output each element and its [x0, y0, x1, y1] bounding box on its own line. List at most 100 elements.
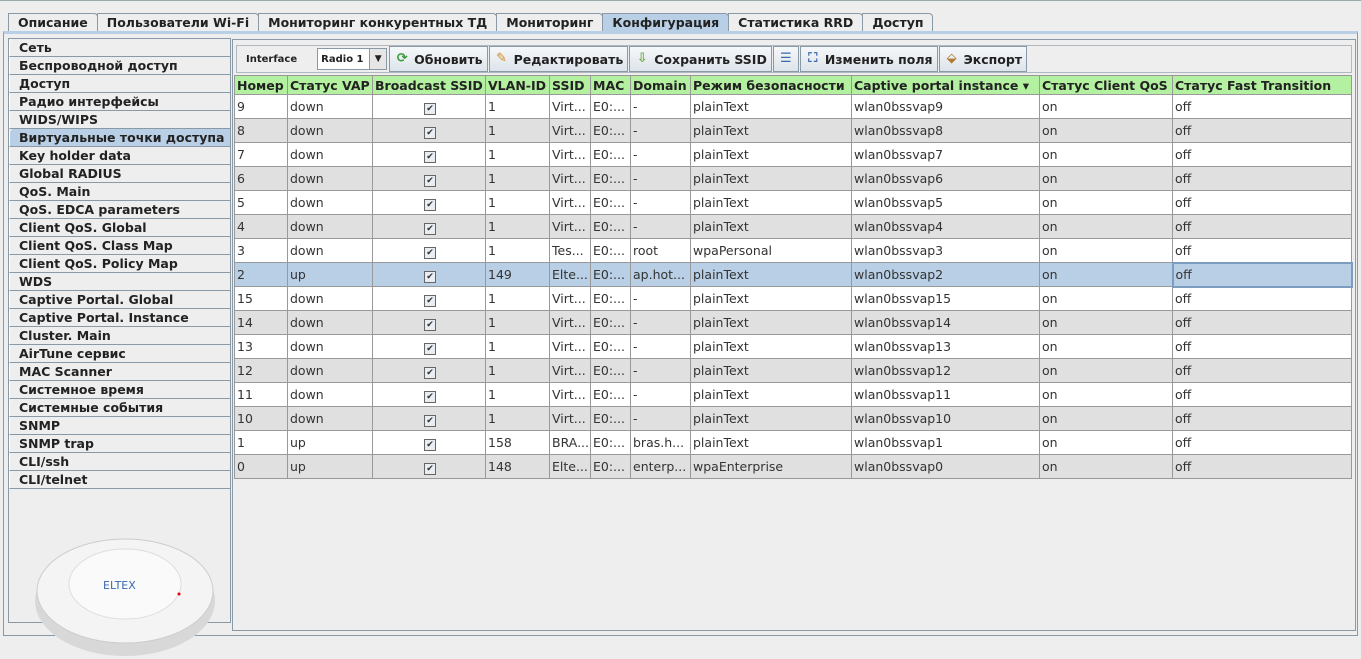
- table-cell[interactable]: wlan0bssvap7: [851, 142, 1040, 167]
- sidebar-item[interactable]: Client QoS. Class Map: [9, 237, 230, 255]
- interface-select[interactable]: Radio 1 ▼: [317, 48, 388, 70]
- table-cell[interactable]: ✔: [372, 334, 486, 359]
- checkbox[interactable]: ✔: [424, 270, 436, 283]
- table-cell[interactable]: down: [287, 142, 373, 167]
- table-cell[interactable]: off: [1172, 94, 1352, 119]
- table-cell[interactable]: off: [1172, 214, 1352, 239]
- sidebar-item[interactable]: Captive Portal. Global: [9, 291, 230, 309]
- column-header[interactable]: Domain: [630, 75, 691, 95]
- table-cell[interactable]: ✔: [372, 310, 486, 335]
- sidebar-item[interactable]: CLI/telnet: [9, 471, 230, 489]
- table-cell[interactable]: down: [287, 190, 373, 215]
- checkbox[interactable]: ✔: [424, 294, 436, 307]
- table-cell[interactable]: wlan0bssvap1: [851, 430, 1040, 455]
- table-cell[interactable]: plainText: [690, 382, 852, 407]
- sidebar-item[interactable]: Системное время: [9, 381, 230, 399]
- table-cell[interactable]: wlan0bssvap15: [851, 286, 1040, 311]
- sidebar-item[interactable]: Беспроводной доступ: [9, 57, 230, 75]
- sidebar-item[interactable]: QoS. Main: [9, 183, 230, 201]
- table-cell[interactable]: E0:...: [590, 142, 631, 167]
- table-cell[interactable]: off: [1172, 382, 1352, 407]
- table-cell[interactable]: plainText: [690, 358, 852, 383]
- table-cell[interactable]: wlan0bssvap8: [851, 118, 1040, 143]
- table-cell[interactable]: Elte...: [549, 454, 591, 479]
- table-row[interactable]: 13 down ✔ 1 Virt... E0:... - plainText wlan0bssv…: [234, 334, 1352, 359]
- table-cell[interactable]: down: [287, 166, 373, 191]
- table-cell[interactable]: enterp...: [630, 454, 691, 479]
- checkbox[interactable]: ✔: [424, 150, 436, 163]
- checkbox[interactable]: ✔: [424, 246, 436, 259]
- table-cell[interactable]: ✔: [372, 430, 486, 455]
- column-header[interactable]: Broadcast SSID: [372, 75, 486, 95]
- tab-3[interactable]: Мониторинг: [496, 13, 604, 32]
- table-row[interactable]: 0 up ✔ 148 Elte... E0:... enterp... wpaEnterpri…: [234, 454, 1352, 479]
- table-cell[interactable]: ✔: [372, 286, 486, 311]
- table-cell[interactable]: E0:...: [590, 406, 631, 431]
- table-row[interactable]: 9 down ✔ 1 Virt... E0:... - plainText wlan0bssva…: [234, 94, 1352, 119]
- table-cell[interactable]: on: [1039, 262, 1173, 287]
- table-cell[interactable]: off: [1172, 430, 1352, 455]
- table-cell[interactable]: 1: [485, 214, 550, 239]
- export-button[interactable]: ⬙ Экспорт: [938, 46, 1028, 72]
- table-cell[interactable]: E0:...: [590, 286, 631, 311]
- table-cell[interactable]: -: [630, 382, 691, 407]
- table-cell[interactable]: off: [1172, 358, 1352, 383]
- table-cell[interactable]: wlan0bssvap0: [851, 454, 1040, 479]
- table-cell[interactable]: Virt...: [549, 214, 591, 239]
- table-cell[interactable]: 13: [234, 334, 288, 359]
- table-cell[interactable]: plainText: [690, 142, 852, 167]
- table-cell[interactable]: E0:...: [590, 238, 631, 263]
- table-cell[interactable]: Virt...: [549, 406, 591, 431]
- table-cell[interactable]: 2: [234, 262, 288, 287]
- table-cell[interactable]: 149: [485, 262, 550, 287]
- table-cell[interactable]: Virt...: [549, 166, 591, 191]
- table-cell[interactable]: 1: [485, 382, 550, 407]
- table-cell[interactable]: 11: [234, 382, 288, 407]
- table-cell[interactable]: ✔: [372, 214, 486, 239]
- table-cell[interactable]: down: [287, 118, 373, 143]
- column-header[interactable]: VLAN-ID: [485, 75, 550, 95]
- tab-6[interactable]: Доступ: [862, 13, 934, 32]
- table-cell[interactable]: wlan0bssvap3: [851, 238, 1040, 263]
- table-cell[interactable]: 6: [234, 166, 288, 191]
- table-cell[interactable]: 1: [485, 94, 550, 119]
- table-cell[interactable]: plainText: [690, 310, 852, 335]
- column-header[interactable]: Статус Client QoS: [1039, 75, 1173, 95]
- table-cell[interactable]: off: [1172, 238, 1352, 263]
- sidebar-item[interactable]: Доступ: [9, 75, 230, 93]
- table-cell[interactable]: 5: [234, 190, 288, 215]
- table-cell[interactable]: plainText: [690, 166, 852, 191]
- table-cell[interactable]: 1: [485, 118, 550, 143]
- checkbox[interactable]: ✔: [424, 222, 436, 235]
- sidebar-item[interactable]: WIDS/WIPS: [9, 111, 230, 129]
- table-cell[interactable]: Virt...: [549, 358, 591, 383]
- table-cell[interactable]: ✔: [372, 238, 486, 263]
- sidebar-item[interactable]: Cluster. Main: [9, 327, 230, 345]
- checkbox[interactable]: ✔: [424, 198, 436, 211]
- table-cell[interactable]: E0:...: [590, 334, 631, 359]
- table-cell[interactable]: -: [630, 310, 691, 335]
- checkbox[interactable]: ✔: [424, 390, 436, 403]
- table-cell[interactable]: up: [287, 262, 373, 287]
- column-header[interactable]: SSID: [549, 75, 591, 95]
- table-cell[interactable]: ✔: [372, 166, 486, 191]
- table-row[interactable]: 4 down ✔ 1 Virt... E0:... - plainText wlan0bssva…: [234, 214, 1352, 239]
- table-cell[interactable]: on: [1039, 190, 1173, 215]
- table-cell[interactable]: Tes...: [549, 238, 591, 263]
- table-cell[interactable]: -: [630, 166, 691, 191]
- table-cell[interactable]: plainText: [690, 118, 852, 143]
- table-cell[interactable]: on: [1039, 166, 1173, 191]
- table-cell[interactable]: on: [1039, 118, 1173, 143]
- table-cell[interactable]: wlan0bssvap2: [851, 262, 1040, 287]
- table-cell[interactable]: E0:...: [590, 310, 631, 335]
- table-cell[interactable]: down: [287, 310, 373, 335]
- table-cell[interactable]: down: [287, 286, 373, 311]
- table-cell[interactable]: plainText: [690, 262, 852, 287]
- sidebar-item[interactable]: WDS: [9, 273, 230, 291]
- table-row[interactable]: 15 down ✔ 1 Virt... E0:... - plainText wlan0bssv…: [234, 286, 1352, 311]
- table-cell[interactable]: on: [1039, 358, 1173, 383]
- table-cell[interactable]: off: [1172, 310, 1352, 335]
- table-cell[interactable]: down: [287, 214, 373, 239]
- table-cell[interactable]: wpaPersonal: [690, 238, 852, 263]
- checkbox[interactable]: ✔: [424, 174, 436, 187]
